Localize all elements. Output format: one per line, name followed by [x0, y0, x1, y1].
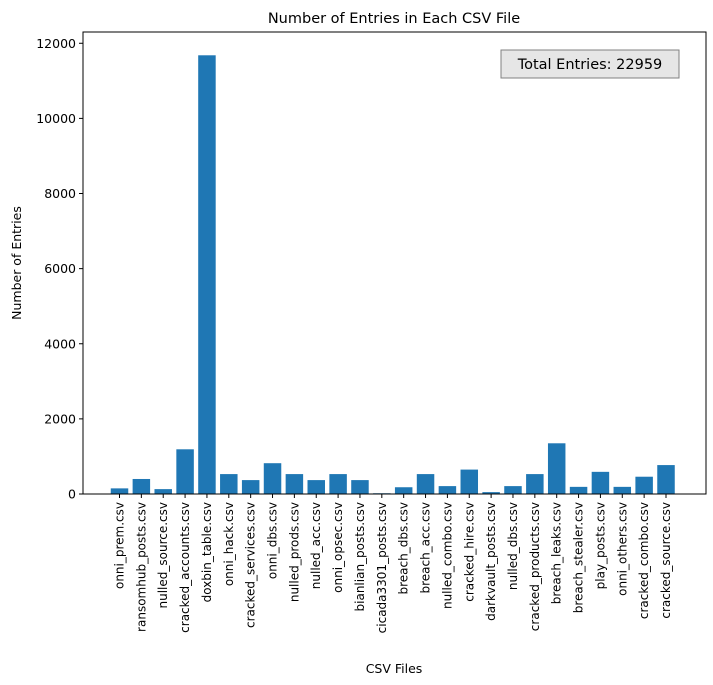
- bar-breach-dbs: [394, 487, 413, 494]
- bar-nulled-dbs: [504, 486, 522, 494]
- x-tick-label: onni_prem.csv: [113, 502, 127, 589]
- x-tick-label: breach_leaks.csv: [550, 502, 564, 604]
- x-tick-label: breach_dbs.csv: [397, 502, 411, 594]
- plot-frame: [82, 31, 707, 495]
- x-tick-label: onni_hack.csv: [222, 502, 236, 586]
- x-tick-label: cracked_accounts.csv: [178, 502, 192, 633]
- bar-play-posts: [591, 471, 610, 494]
- x-tick-label: nulled_prods.csv: [287, 502, 301, 602]
- bar-ransomhub-posts: [132, 478, 151, 494]
- y-axis: 0 2000 4000 6000 8000 10000 12000: [36, 36, 83, 502]
- bar-cracked-source: [657, 465, 675, 494]
- x-tick-label: bianlian_posts.csv: [353, 502, 367, 611]
- bar-cracked-hire: [460, 469, 479, 494]
- y-tick-label: 0: [68, 487, 76, 502]
- bar-breach-leaks: [547, 443, 566, 494]
- bar-breach-stealer: [569, 486, 588, 494]
- x-tick-label: cracked_source.csv: [659, 502, 673, 619]
- bar-doxbin-table: [198, 55, 216, 494]
- x-tick-label: doxbin_table.csv: [200, 502, 214, 602]
- x-tick-label: nulled_acc.csv: [309, 502, 323, 589]
- y-tick-label: 6000: [44, 261, 76, 276]
- x-tick-label: darkvault_posts.csv: [484, 502, 498, 621]
- x-tick-label: nulled_dbs.csv: [506, 502, 520, 590]
- total-entries-box: [500, 49, 680, 79]
- x-tick-label: cracked_combo.csv: [637, 502, 651, 619]
- chart-title: Number of Entries in Each CSV File: [268, 11, 520, 27]
- y-tick-label: 2000: [44, 411, 76, 426]
- x-tick-label: cracked_services.csv: [244, 502, 258, 628]
- bar-cracked-combo: [635, 476, 653, 494]
- x-tick-label: cracked_products.csv: [528, 502, 542, 631]
- x-tick-label: cicada3301_posts.csv: [375, 502, 389, 633]
- bar-breach-acc: [416, 474, 435, 494]
- x-axis: onni_prem.csv ransomhub_posts.csv nulled_s…: [113, 494, 673, 633]
- bars-group: [110, 55, 675, 494]
- total-entries-annotation: Total Entries: 22959: [517, 57, 663, 73]
- bar-onni-opsec: [329, 474, 347, 494]
- x-tick-label: onni_opsec.csv: [331, 502, 345, 593]
- x-tick-label: onni_dbs.csv: [266, 502, 280, 579]
- bar-nulled-acc: [307, 480, 325, 494]
- y-axis-label: Number of Entries: [9, 206, 24, 320]
- x-axis-label: CSV Files: [366, 661, 423, 676]
- y-tick-label: 10000: [36, 111, 76, 126]
- bar-onni-prem: [110, 488, 129, 494]
- x-tick-label: ransomhub_posts.csv: [134, 502, 148, 632]
- x-tick-label: nulled_source.csv: [156, 502, 170, 609]
- x-tick-label: play_posts.csv: [593, 502, 607, 589]
- bar-nulled-source: [154, 489, 172, 494]
- x-tick-label: breach_stealer.csv: [572, 502, 586, 613]
- bar-onni-others: [613, 486, 632, 494]
- bar-cracked-products: [526, 474, 544, 494]
- bar-cracked-services: [241, 480, 260, 494]
- bar-nulled-combo: [438, 486, 457, 494]
- x-tick-label: cracked_hire.csv: [462, 502, 476, 602]
- bar-bianlian-posts: [351, 480, 369, 494]
- bar-cracked-accounts: [176, 449, 194, 494]
- y-tick-label: 8000: [44, 186, 76, 201]
- x-tick-label: nulled_combo.csv: [440, 502, 454, 609]
- y-tick-label: 12000: [36, 36, 76, 51]
- y-tick-label: 4000: [44, 336, 76, 351]
- bar-darkvault-posts: [482, 492, 500, 494]
- bar-onni-hack: [220, 474, 238, 494]
- x-tick-label: breach_acc.csv: [419, 502, 433, 594]
- x-tick-label: onni_others.csv: [615, 502, 629, 596]
- bar-onni-dbs: [263, 463, 282, 494]
- bar-nulled-prods: [285, 474, 304, 494]
